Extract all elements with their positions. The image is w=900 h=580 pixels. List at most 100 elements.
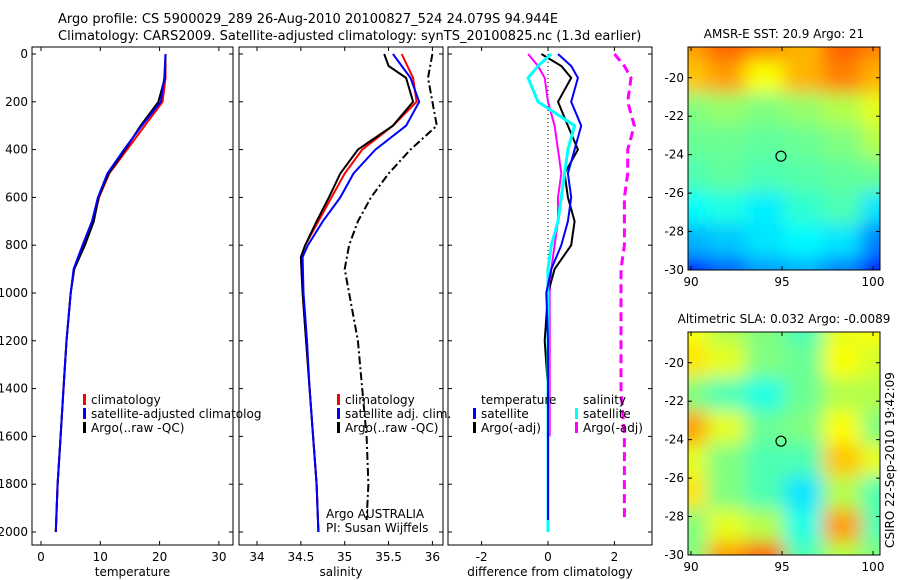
x-axis-label: temperature xyxy=(95,565,170,579)
sal-satellite-line xyxy=(301,53,421,533)
x-tick-label: 36 xyxy=(425,550,440,564)
map-cell xyxy=(706,509,747,544)
map-cell xyxy=(784,47,824,61)
map-cell xyxy=(822,191,863,226)
map-cell xyxy=(745,443,785,478)
temp-argo-line xyxy=(54,53,167,533)
map-1-title: AMSR-E SST: 20.9 Argo: 21 xyxy=(704,27,864,41)
map-cell xyxy=(784,332,824,346)
map-cell xyxy=(822,509,863,544)
map-cells xyxy=(688,47,880,270)
map-cell xyxy=(822,443,863,478)
x-tick-label: -2 xyxy=(476,550,488,564)
title-line-2: Climatology: CARS2009. Satellite-adjuste… xyxy=(58,29,642,44)
map-cell xyxy=(784,257,824,270)
map-cell xyxy=(706,224,747,259)
sal-climatology-line xyxy=(299,53,418,533)
map-cell xyxy=(688,59,708,94)
map-cell xyxy=(861,377,880,412)
legend-argo-label: Argo(..raw -QC) xyxy=(91,421,184,435)
map-cell xyxy=(861,59,880,94)
map-cell xyxy=(784,224,824,259)
legend-satellite-label: satellite-adjusted climatolog xyxy=(91,407,261,421)
map-cell xyxy=(688,224,708,259)
map-cell xyxy=(822,410,863,445)
map-cell xyxy=(861,257,880,270)
map-cell xyxy=(688,92,708,127)
legend-sal-argo-swatch xyxy=(575,422,578,433)
legend-climatology-label: climatology xyxy=(91,393,161,407)
map-cell xyxy=(861,332,880,346)
map-cell xyxy=(745,476,785,511)
x-tick-label: 0 xyxy=(37,550,45,564)
map-cell xyxy=(688,344,708,379)
map-cell xyxy=(706,158,747,193)
map-cell xyxy=(706,59,747,94)
map-y-tick-label: -24 xyxy=(664,148,684,162)
map-y-tick-label: -20 xyxy=(664,356,684,370)
map-cell xyxy=(784,377,824,412)
map-x-tick-label: 100 xyxy=(862,275,885,289)
map-cell xyxy=(706,47,747,61)
map-y-tick-label: -22 xyxy=(664,394,684,408)
argo-location-marker xyxy=(775,150,787,162)
map-cell xyxy=(784,191,824,226)
map-cell xyxy=(745,191,785,226)
legend-argo-swatch xyxy=(83,422,86,433)
annotation-pi: PI: Susan Wijffels xyxy=(326,521,428,535)
panel-1-frame xyxy=(31,46,234,546)
map-cell xyxy=(688,377,708,412)
map-cell xyxy=(706,443,747,478)
map-cell xyxy=(706,377,747,412)
map-cell xyxy=(688,476,708,511)
map-cell xyxy=(688,443,708,478)
diff-sal-argo-line xyxy=(527,53,563,437)
legend-climatology-swatch xyxy=(83,394,86,405)
map-cell xyxy=(745,125,785,160)
map-cell xyxy=(822,377,863,412)
legend-temp-satellite-label: satellite xyxy=(481,407,529,421)
map-cell xyxy=(784,410,824,445)
map-cell xyxy=(861,47,880,61)
map-1-heatmap xyxy=(688,47,880,270)
map-2-heatmap xyxy=(688,332,880,555)
map-cell xyxy=(706,410,747,445)
map-cell xyxy=(822,257,863,270)
map-cell xyxy=(822,92,863,127)
map-cell xyxy=(745,257,785,270)
map-cell xyxy=(822,224,863,259)
map-cell xyxy=(688,125,708,160)
map-cell xyxy=(861,542,880,555)
map-cell xyxy=(861,344,880,379)
map-cell xyxy=(706,332,747,346)
legend-sal-satellite-swatch xyxy=(575,408,578,419)
y-tick-label: 2000 xyxy=(0,525,28,539)
map-cell xyxy=(688,410,708,445)
map-cell xyxy=(822,125,863,160)
map-x-tick-label: 95 xyxy=(774,560,789,574)
map-cell xyxy=(706,257,747,270)
legend-sal-argo-label: Argo(-adj) xyxy=(583,421,643,435)
x-tick-label: 10 xyxy=(93,550,108,564)
map-cell xyxy=(784,125,824,160)
map-cell xyxy=(745,377,785,412)
panel-2-frame xyxy=(238,46,444,546)
map-cell xyxy=(706,191,747,226)
map-cell xyxy=(861,224,880,259)
map-cell xyxy=(745,59,785,94)
map-y-tick-label: -26 xyxy=(664,186,684,200)
title-line-1: Argo profile: CS 5900029_289 26-Aug-2010… xyxy=(58,12,559,27)
map-cell xyxy=(745,158,785,193)
map-cell xyxy=(861,443,880,478)
map-cell xyxy=(745,410,785,445)
y-tick-label: 0 xyxy=(20,47,28,61)
legend-argo-swatch xyxy=(337,422,340,433)
legend-climatology-swatch xyxy=(337,394,340,405)
map-2-title: Altimetric SLA: 0.032 Argo: -0.0089 xyxy=(678,312,891,326)
map-cell xyxy=(784,476,824,511)
x-tick-label: 34 xyxy=(249,550,264,564)
map-cell xyxy=(861,125,880,160)
map-x-tick-label: 100 xyxy=(862,560,885,574)
map-cell xyxy=(861,158,880,193)
